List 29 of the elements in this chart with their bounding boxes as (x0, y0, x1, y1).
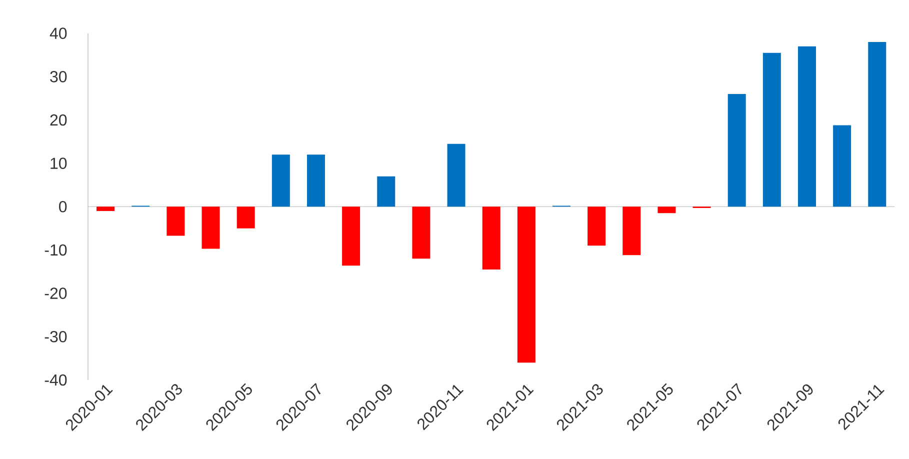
bar (588, 206, 606, 246)
bar (517, 206, 536, 363)
bar (658, 206, 676, 214)
bar (622, 206, 641, 256)
bar (342, 206, 360, 266)
bar (868, 42, 886, 207)
y-tick-label: 30 (50, 71, 67, 82)
y-tick-label: -10 (44, 244, 67, 256)
y-tick-label: 40 (50, 28, 67, 39)
bar (833, 125, 852, 207)
y-tick-label: 10 (50, 158, 67, 169)
bar (798, 46, 816, 207)
y-tick-label: -20 (44, 288, 67, 299)
bar (482, 206, 500, 270)
bar (728, 94, 746, 207)
bar (447, 144, 466, 207)
y-tick-label: -40 (44, 374, 67, 386)
bar (236, 206, 255, 228)
bar (202, 206, 220, 249)
bar (272, 154, 290, 207)
y-tick-label: 0 (59, 200, 67, 212)
bar (166, 206, 185, 236)
y-tick-label: -30 (44, 330, 67, 342)
bar (306, 154, 325, 207)
y-tick-label: 20 (50, 114, 67, 126)
bar (377, 176, 396, 207)
bar (96, 206, 115, 211)
bar (762, 52, 781, 207)
bar (412, 206, 430, 259)
